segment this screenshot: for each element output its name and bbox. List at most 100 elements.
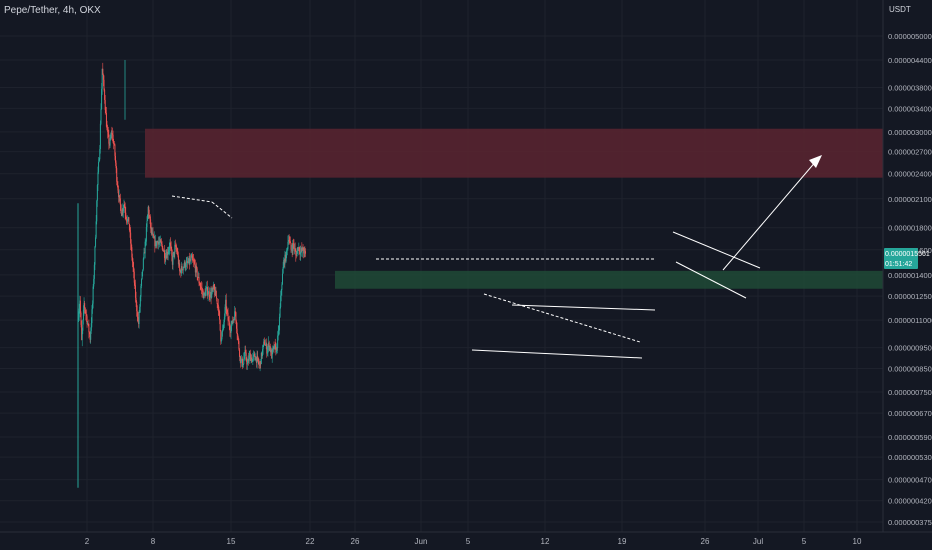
projection-arrow-line[interactable] [722,159,818,271]
candle-body [95,221,97,238]
flag-upper-line[interactable] [672,231,761,269]
candle-body [134,285,136,298]
candle-body [239,349,241,358]
candle-body [217,303,219,305]
candle-down [298,246,300,255]
candle-body [202,290,204,292]
candle-down [155,240,157,249]
candle-body [252,356,254,360]
candle-up [251,358,253,362]
candle-up [87,320,89,326]
breakout-level-line[interactable] [511,304,656,311]
candle-down [111,126,113,141]
candle-up [168,242,170,256]
candle-body [284,254,286,265]
candle-down [283,258,285,268]
candle-body [253,353,255,355]
candle-down [288,234,290,245]
candle-body [195,266,197,273]
candle-body [208,291,210,295]
candle-body [79,300,81,313]
candle-body [104,89,106,100]
candle-body [131,247,133,258]
candle-down [149,216,151,224]
candle-body [246,359,248,365]
candle-body [300,251,302,255]
candle-body [143,252,145,259]
dashed-trendline-2[interactable] [211,201,233,219]
candle-up [92,300,94,314]
time-axis[interactable]: 2 8 15 22 26 Jun 5 12 19 26 Jul 5 10 [85,537,862,546]
candle-down [114,143,116,161]
candle-body [280,289,282,296]
candle-body [183,266,185,268]
range-bottom-line[interactable] [471,349,643,359]
candle-body [216,298,218,304]
candle-body [179,263,181,272]
dashed-trendline-1[interactable] [171,195,213,203]
candle-body [180,266,182,274]
candle-down [120,203,122,214]
candle-up [151,227,153,238]
candle-up [284,250,286,269]
candle-body [283,259,285,268]
candle-body [249,353,251,361]
price-axis[interactable]: 0.0000050000 0.0000044000 0.0000038000 0.00… [888,32,932,527]
candle-up [95,234,97,248]
price-tick-label: 0.0000034000 [888,104,932,113]
candle-down [276,346,278,351]
candle-up [287,235,289,251]
candle-down [115,152,117,167]
candle-body [278,330,280,332]
candle-down [225,293,227,317]
candle-body [281,284,283,290]
candle-body [100,108,102,124]
candle-body [254,353,256,357]
candle-body [184,261,186,268]
candle-up [281,282,283,296]
projection-arrowhead[interactable] [809,155,822,168]
candle-body [298,247,300,252]
candle-up [90,327,92,344]
candle-body [225,299,227,308]
candle-down [234,307,236,317]
symbol-title[interactable]: Pepe/Tether, 4h, OKX [4,5,101,16]
candle-body [81,324,83,341]
candle-down [180,268,182,278]
candle-body [180,270,182,274]
falling-wedge-top-dashed[interactable] [483,293,641,343]
candle-body [288,240,290,241]
candle-body [133,267,135,272]
candle-body [164,250,166,258]
candle-up [240,354,242,367]
candle-body [168,249,170,253]
candle-body [129,230,131,233]
candle-down [261,352,263,359]
candle-up [93,275,95,289]
candle-body [185,266,187,268]
candle-down [191,252,193,263]
candle-body [194,262,196,266]
candle-body [254,356,256,361]
trendline-drawings[interactable] [171,155,822,359]
candle-up [265,339,267,346]
candle-down [88,331,90,337]
candle-body [169,242,171,249]
candle-down [81,320,83,341]
candle-body [299,251,301,255]
candle-up [180,261,182,277]
candle-up [165,249,167,265]
flag-lower-line[interactable] [675,261,747,299]
candle-body [170,245,172,250]
candle-down [148,205,150,220]
candle-up [209,287,211,302]
candle-body [110,137,112,139]
candle-down [85,309,87,321]
price-tick-label: 0.0000007500 [888,388,932,397]
candle-down [289,236,291,244]
candle-body [177,255,179,265]
candle-down [113,140,115,146]
candle-down [208,287,210,302]
